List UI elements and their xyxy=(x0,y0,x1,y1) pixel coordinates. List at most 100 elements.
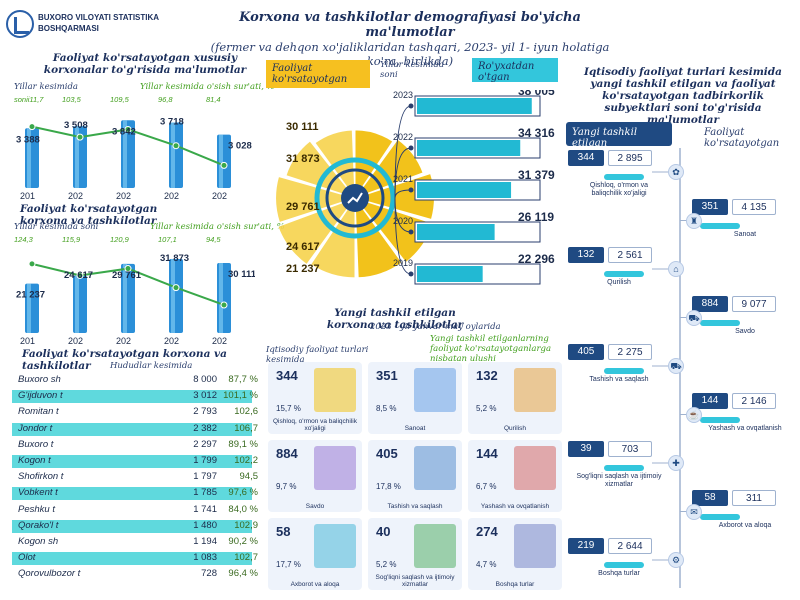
region-value: 2 382 xyxy=(193,422,217,434)
growth-point-2020 xyxy=(76,133,84,141)
tick-label-2022: 202 xyxy=(164,336,179,346)
category-icon: ⛟ xyxy=(686,309,702,326)
activity-count: 405 xyxy=(376,446,398,461)
activity-illustration-icon xyxy=(414,524,456,568)
chart1-title: Faoliyat ko'rsatayotgan xususiy korxonal… xyxy=(43,52,247,76)
growth-label-2023: 94,5 xyxy=(206,235,221,244)
region-name: Qorako'l t xyxy=(18,519,59,531)
growth-label-2019: sonii11,7 xyxy=(14,95,44,104)
active-label-2021: 29 761 xyxy=(286,201,320,213)
active-wedge-mirror-1 xyxy=(277,196,357,266)
growth-point-2019 xyxy=(28,260,36,268)
region-row: Buxoro sh 8 000 87,7 % xyxy=(12,374,258,387)
activity-card: 132 5,2 % Qurilish xyxy=(468,362,562,434)
region-row: Peshku t 1 741 84,0 % xyxy=(12,504,258,517)
new-count-badge: 219 xyxy=(568,538,604,554)
region-row: Qorovulbozor t 728 96,4 % xyxy=(12,568,258,581)
activity-count: 351 xyxy=(376,368,398,383)
active-label-2019: 21 237 xyxy=(286,263,320,275)
bar-shine-2023 xyxy=(219,134,223,188)
region-name: Kogon sh xyxy=(18,536,59,547)
region-value: 3 012 xyxy=(193,390,217,402)
registered-label-2023: 38 005 xyxy=(518,90,555,98)
region-growth: 102,9 xyxy=(234,519,258,531)
activity-share: 5,2 % xyxy=(476,404,497,413)
region-value: 1 194 xyxy=(193,536,217,547)
value-label-2019: 21 237 xyxy=(16,290,45,301)
activity-count: 344 xyxy=(276,368,298,383)
chart2-title: Faoliyat ko'rsatayotgan korxona va tashk… xyxy=(20,203,158,227)
activity-count: 58 xyxy=(276,524,291,539)
new-orgs-title: Yangi tashkil etilgan korxona va tashkil… xyxy=(326,307,464,331)
activity-count: 40 xyxy=(376,524,391,539)
region-row: Olot 1 083 102,7 xyxy=(12,552,258,566)
category-label: Tashish va saqlash xyxy=(589,376,649,383)
registered-label-2021: 31 379 xyxy=(518,168,555,182)
activity-card: 40 5,2 % Sog'liqni saqlash va ijtimoiy xiz… xyxy=(368,518,462,590)
region-value: 8 000 xyxy=(193,374,217,385)
region-value: 1 785 xyxy=(193,487,217,499)
active-label-2022: 31 873 xyxy=(286,153,320,165)
active-label-2023: 30 111 xyxy=(286,121,318,133)
chart2-left-label: Yillar kesimida soni xyxy=(14,222,99,232)
growth-label-2022: 107,1 xyxy=(158,235,177,244)
legend-registered-tag: Ro'yxatdan o'tgan xyxy=(472,58,558,83)
growth-label-2020: 103,5 xyxy=(62,95,82,104)
activity-label: Qishloq, o'rmon va baliqchilik xo'jaligi xyxy=(273,418,357,432)
value-label-2023: 3 028 xyxy=(228,141,252,152)
region-row: Romitan t 2 793 102,6 xyxy=(12,406,258,419)
bar-shine-2022 xyxy=(171,122,175,188)
activity-count: 274 xyxy=(476,524,498,539)
connector-2022 xyxy=(394,147,412,199)
year-label-2019: 2019 xyxy=(393,258,413,268)
category-bar xyxy=(604,368,644,374)
new-count-badge: 344 xyxy=(568,150,604,166)
active-count-badge: 2 895 xyxy=(608,150,652,166)
region-name: Vobkent t xyxy=(18,487,58,499)
activity-count: 884 xyxy=(276,446,298,461)
activity-count: 132 xyxy=(476,368,498,383)
region-value: 1 797 xyxy=(193,471,217,483)
new-count-badge: 39 xyxy=(568,441,604,457)
growth-point-2020 xyxy=(76,271,84,279)
category-bar xyxy=(700,416,740,423)
category-icon: ✉ xyxy=(686,503,702,520)
growth-point-2023 xyxy=(220,161,228,169)
active-label-2020: 24 617 xyxy=(286,241,320,253)
region-row: G'ijduvon t 3 012 101,1 % xyxy=(12,390,258,404)
active-count-badge: 2 146 xyxy=(732,392,776,409)
active-count-badge: 2 644 xyxy=(608,538,652,554)
value-label-2020: 24 617 xyxy=(64,270,93,281)
region-row: Kogon t 1 799 102,2 xyxy=(12,455,258,468)
activity-count: 144 xyxy=(476,446,498,461)
activity-label: Sog'liqni saqlash va ijtimoiy xizmatlar xyxy=(375,574,455,588)
chart1-right-label: Yillar kesimida o'sish sur'ati, % xyxy=(140,82,275,92)
registered-ring xyxy=(314,157,396,239)
category-icon: ⌂ xyxy=(668,261,684,277)
activity-card: 884 9,7 % Savdo xyxy=(268,440,362,512)
legend-active-tag: Faoliyat ko'rsatayotgan xyxy=(266,60,370,88)
region-name: Kogon t xyxy=(18,455,51,466)
tick-label-2021: 202 xyxy=(116,336,131,346)
activity-illustration-icon xyxy=(314,368,356,412)
activity-card: 58 17,7 % Axborot va aloqa xyxy=(268,518,362,590)
org-name-line2: BOSHQARMASI xyxy=(38,24,99,33)
region-name: Buxoro sh xyxy=(18,374,61,385)
activity-label: Savdo xyxy=(305,503,325,510)
region-name: Jondor t xyxy=(18,422,53,434)
new-orgs-right-label: Yangi tashkil etilganlarning faoliyat ko… xyxy=(430,334,552,364)
registered-bar-2022 xyxy=(417,140,521,156)
registered-label-2022: 34 316 xyxy=(518,126,555,140)
growth-point-2019 xyxy=(28,123,36,131)
region-row: Kogon sh 1 194 90,2 % xyxy=(12,536,258,549)
region-row: Vobkent t 1 785 97,6 % xyxy=(12,487,258,501)
growth-point-2021 xyxy=(124,265,132,273)
active-count-badge: 703 xyxy=(608,441,652,457)
region-value: 2 793 xyxy=(193,406,217,418)
region-row: Buxoro t 2 297 89,1 % xyxy=(12,439,258,452)
region-growth: 102,2 xyxy=(234,455,258,466)
activity-label: Boshqa turlar xyxy=(495,581,535,588)
activity-card: 274 4,7 % Boshqa turlar xyxy=(468,518,562,590)
chart2-svg: 201 124,3 202 115,9 202 120,9 202 107,1 202 94,5 2… xyxy=(14,235,255,346)
bar-shine-2021 xyxy=(123,120,127,188)
